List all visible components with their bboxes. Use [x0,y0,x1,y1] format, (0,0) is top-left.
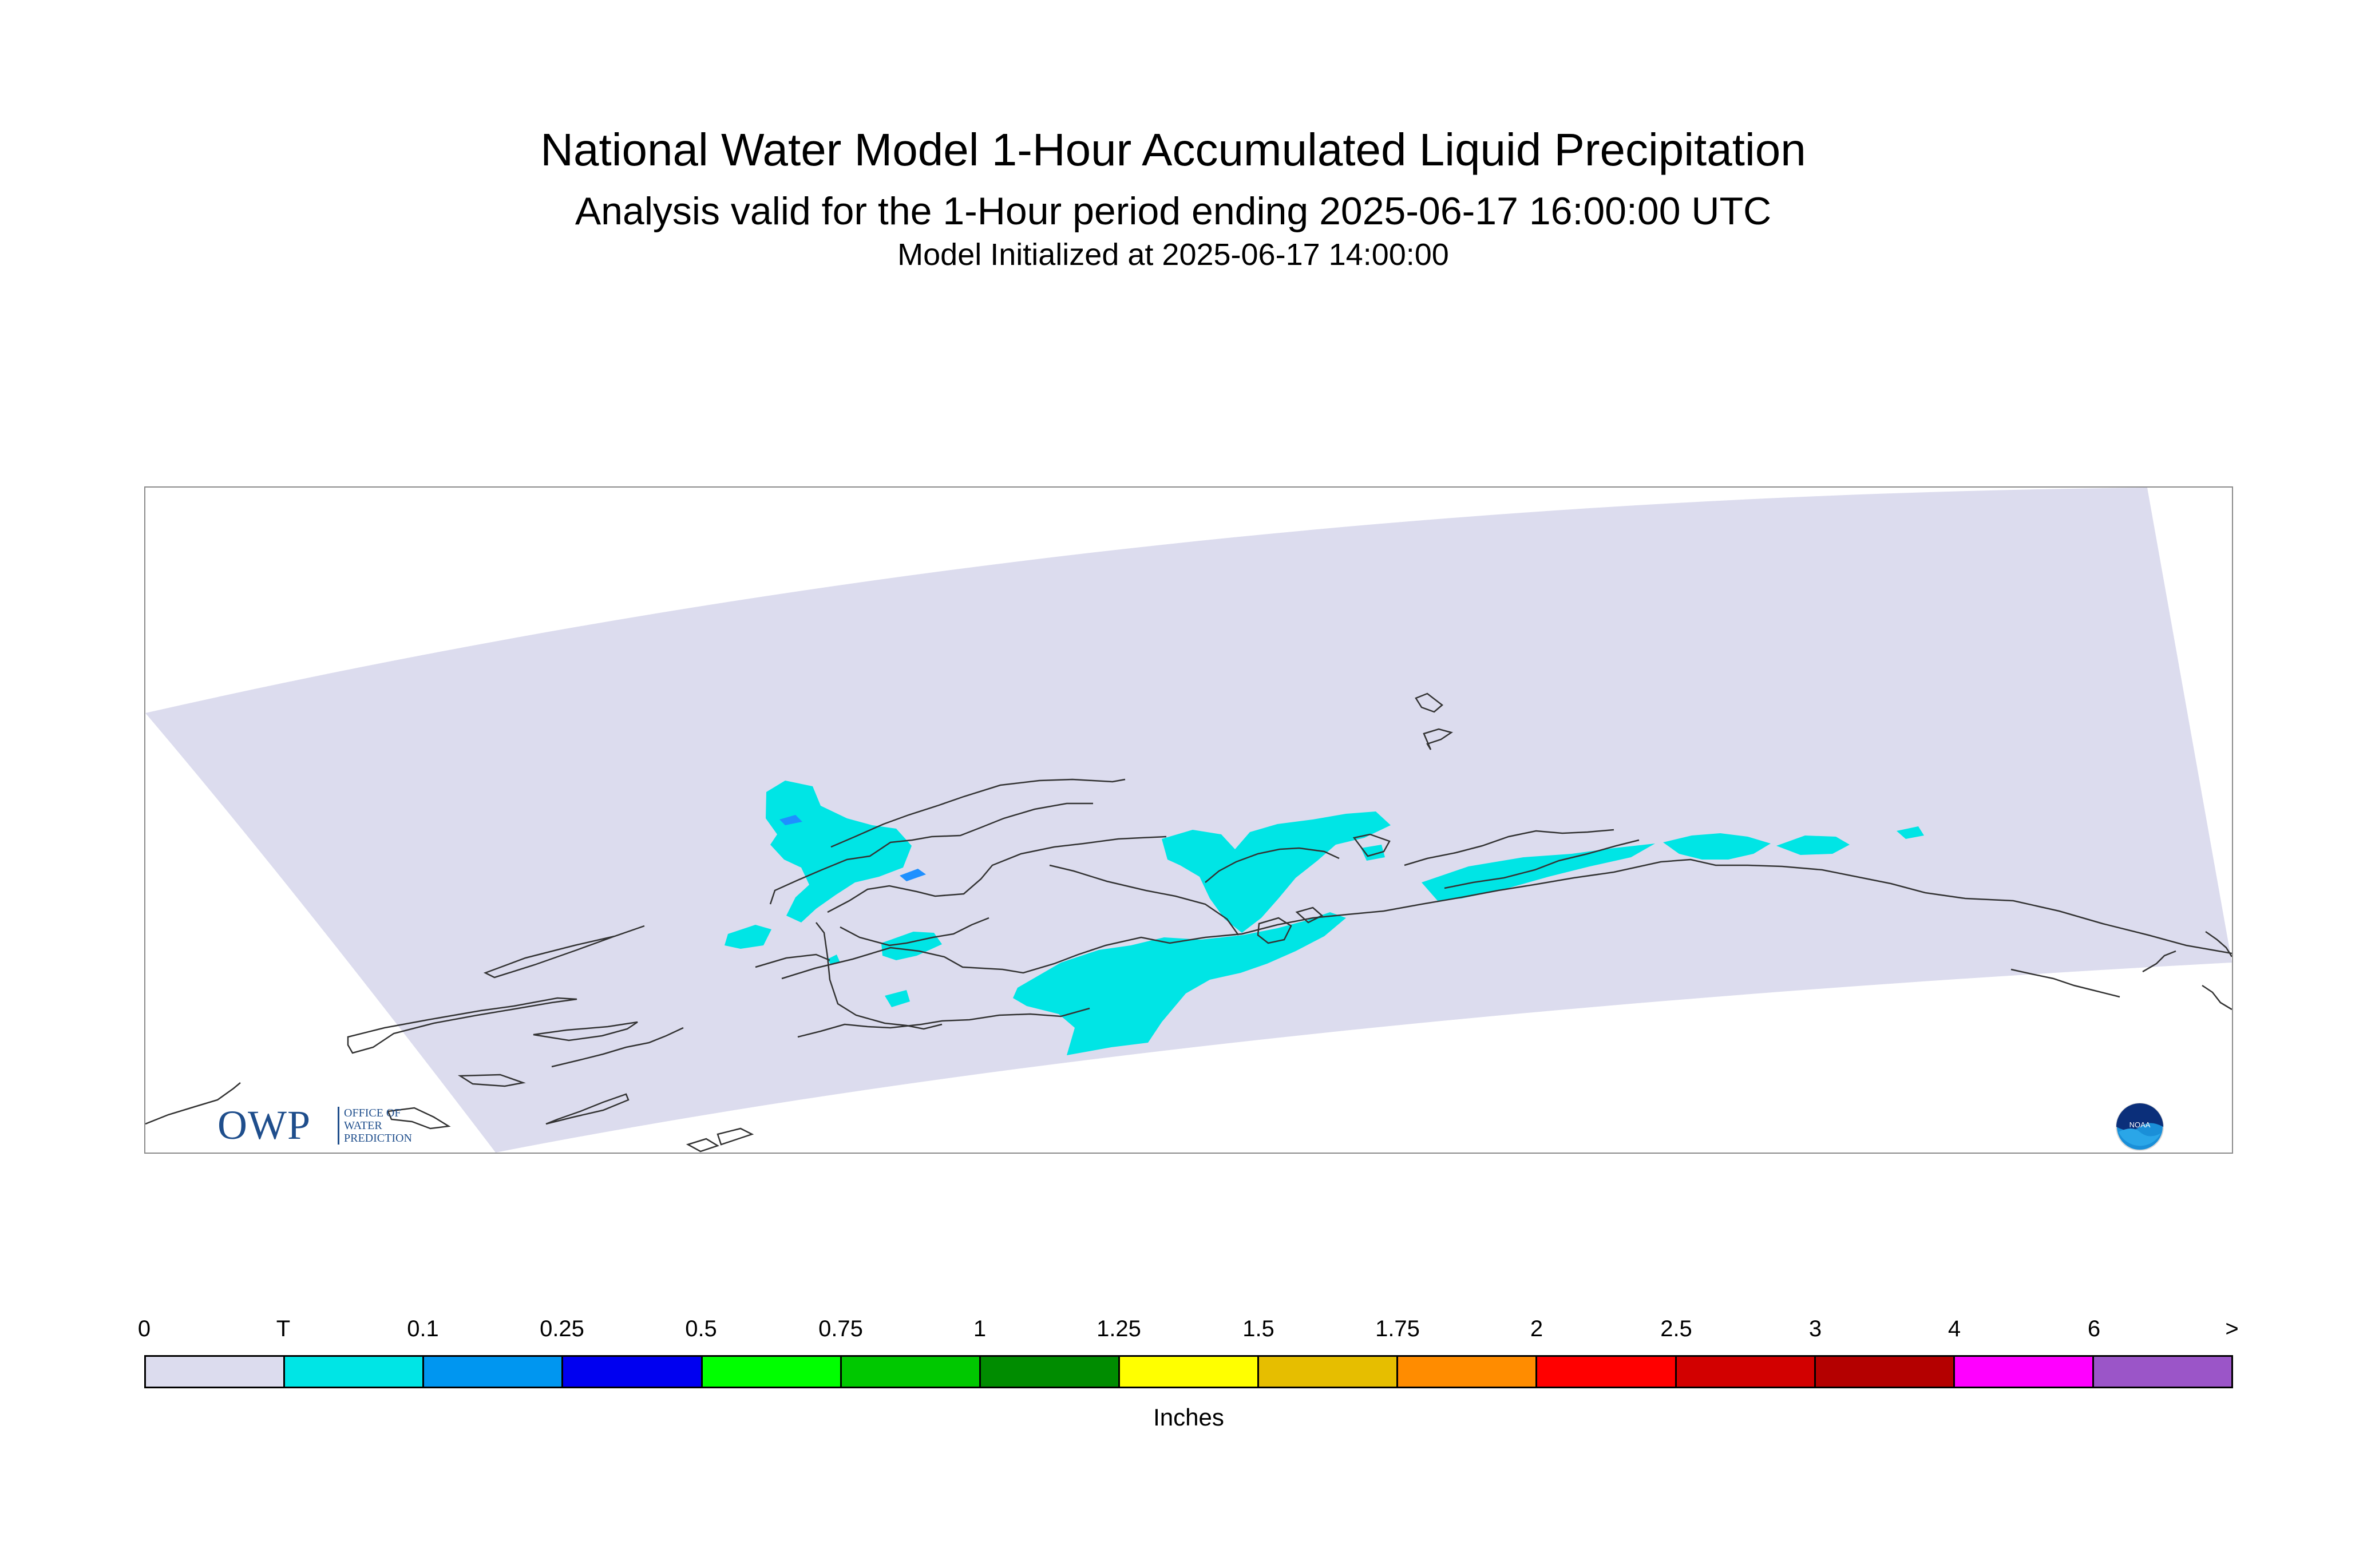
legend-label-3: 3 [1808,1316,1822,1341]
noaa-logo-icon: NOAA [2116,1103,2164,1151]
coastline-chugach-2 [1444,839,1640,889]
owp-logo-line-2: WATER [344,1119,382,1132]
map-subtitle: Analysis valid for the 1-Hour period end… [575,189,1772,233]
precip-area-east-band [1776,836,1850,855]
precip-trace-areas [725,781,1924,1055]
island-st-matthew [483,925,645,979]
legend-color-bar [144,1355,2233,1388]
owp-logo: OWP OFFICE OF WATER PREDICTION [217,1104,423,1150]
legend-label-2-5: 2.5 [1660,1316,1692,1341]
coastline-east-2 [2142,950,2176,973]
legend-label-6: 6 [2087,1316,2101,1341]
coastline-western [781,858,2232,980]
precip-area-yukon-delta [725,925,771,949]
precip-area-small-1 [1078,983,1106,997]
legend-swatch-1-75-to-2 [1398,1357,1538,1387]
legend-label-1-5: 1.5 [1242,1316,1274,1341]
model-domain [145,488,2232,1153]
coastline-sw-1 [387,1107,451,1130]
precip-area-western-interior [766,781,912,922]
coastline-sw-4 [717,1127,754,1146]
title-block: National Water Model 1-Hour Accumulated … [0,0,2375,298]
legend-label-0-5: 0.5 [685,1316,717,1341]
coastline-kotzebue [830,778,1126,848]
map-title: National Water Model 1-Hour Accumulated … [540,124,1806,175]
owp-logo-line-3: PREDICTION [344,1132,412,1145]
legend-swatch-0-1-to-0-25 [424,1357,564,1387]
coastline-chugach [1404,829,1614,866]
legend-swatch-3-to-4 [1815,1357,1955,1387]
legend-swatch-1-25-to-1-5 [1119,1357,1260,1387]
island-chukotka [1415,692,1443,713]
legend-units: Inches [1153,1404,1224,1431]
island-chukotka-2 [1423,728,1453,750]
island-kodiak [1257,917,1292,944]
precip-area-prince-william [1422,844,1655,901]
coastline-east-1 [2010,968,2120,998]
legend-swatch-4-to-6 [1954,1357,2094,1387]
coastline-kenai-2 [1352,833,1391,857]
legend-swatch-0-to-trace [146,1357,286,1387]
coastline-east-4 [2202,984,2232,1011]
coastlines [145,692,2232,1153]
legend-swatch-2-5-to-3 [1676,1357,1816,1387]
coastline-aleutian-chain [551,1027,684,1068]
legend-swatch-over-6 [2093,1357,2232,1387]
coastline-norton [769,802,1093,905]
legend-swatch-0-25-to-0-5 [563,1357,703,1387]
coastline-west-aleutian [145,1082,241,1125]
color-legend: 0 T 0.1 0.25 0.5 0.75 1 1.25 1.5 1.75 2 … [0,1305,2375,1454]
legend-label-0-1: 0.1 [407,1316,439,1341]
coastline-bering [533,1021,638,1042]
map-panel: OWP OFFICE OF WATER PREDICTION NOAA [144,486,2233,1154]
legend-label-trace: T [276,1316,291,1341]
coastline-sw-3 [545,1093,630,1125]
legend-swatch-2-to-2-5 [1537,1357,1677,1387]
noaa-logo-text: NOAA [2129,1120,2151,1129]
legend-label-4: 4 [1948,1316,1961,1341]
island-nunivak [347,997,577,1054]
owp-logo-line-1: OFFICE OF [344,1107,401,1119]
precip-spot-2 [900,869,926,881]
model-init-time: Model Initialized at 2025-06-17 14:00:00 [897,237,1449,272]
legend-swatch-1-5-to-1-75 [1259,1357,1399,1387]
coastline-east-3 [2205,930,2232,957]
precip-light-areas [779,815,926,881]
legend-label-1: 1 [973,1316,987,1341]
coastline-peninsula [797,1007,1090,1038]
coastline-interior-river [827,836,1167,913]
owp-logo-mark: OWP [217,1102,311,1148]
legend-swatch-0-5-to-0-75 [702,1357,842,1387]
coastline-border [816,922,943,1030]
owp-logo-text: OFFICE OF WATER PREDICTION [338,1107,412,1145]
legend-swatch-trace-to-0-1 [285,1357,425,1387]
coastline-st-lawrence [755,953,830,968]
precip-area-main-south [1013,912,1346,1055]
legend-swatch-1-to-1-25 [980,1357,1120,1387]
precip-map [145,488,2232,1153]
coastline-kenai [1205,847,1340,883]
legend-label-0: 0 [137,1316,151,1341]
legend-label-1-75: 1.75 [1375,1316,1420,1341]
coastline-sw-5 [686,1138,719,1153]
precip-area-small-2 [1361,845,1385,861]
coastline-river-2 [840,917,989,947]
legend-label-0-25: 0.25 [540,1316,584,1341]
legend-label-0-75: 0.75 [818,1316,863,1341]
coastline-sw-2 [457,1074,526,1087]
legend-swatch-0-75-to-1 [841,1357,981,1387]
precip-area-bristol [885,990,910,1007]
precip-area-far-east [1897,826,1924,839]
legend-label-1-25: 1.25 [1097,1316,1141,1341]
island-kodiak-2 [1295,906,1324,924]
precip-area-cook-inlet [1162,811,1391,933]
legend-label-2: 2 [1530,1316,1543,1341]
coastline-north-slope [1049,864,1240,936]
precip-spot-1 [779,815,802,825]
legend-label-over: > [2225,1316,2239,1341]
precip-area-southeast [1663,833,1771,860]
